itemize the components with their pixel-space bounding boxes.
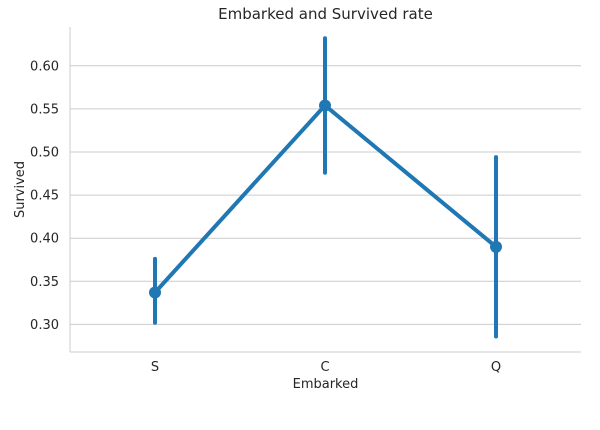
y-tick-label: 0.55 [30, 102, 59, 117]
y-tick-label: 0.40 [30, 232, 59, 247]
data-series [149, 36, 502, 339]
x-axis-title: Embarked [293, 377, 359, 392]
data-point [319, 99, 331, 112]
y-tick-label: 0.50 [30, 146, 59, 161]
data-point [490, 240, 502, 253]
data-point [149, 286, 161, 299]
axes [69, 27, 581, 353]
y-tick-label: 0.35 [30, 275, 59, 290]
y-tick-label: 0.45 [30, 189, 59, 204]
x-tick-label: Q [491, 360, 501, 375]
y-tick-label: 0.30 [30, 318, 59, 333]
y-tick-label: 0.60 [30, 59, 59, 74]
y-tick-labels: 0.30 0.35 0.40 0.45 0.50 0.55 0.60 [30, 59, 59, 333]
chart-title: Embarked and Survived rate [218, 5, 433, 23]
y-axis-title: Survived [13, 161, 28, 218]
x-tick-label: C [320, 360, 329, 375]
x-tick-label: S [151, 360, 159, 375]
